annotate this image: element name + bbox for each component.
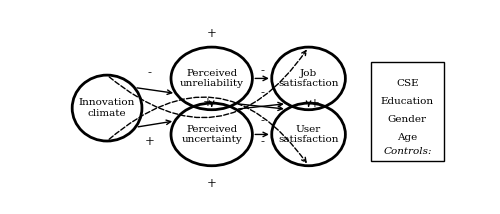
Text: Perceived
uncertainty: Perceived uncertainty (182, 125, 242, 144)
Text: Gender: Gender (388, 115, 427, 124)
FancyArrowPatch shape (238, 102, 282, 109)
Text: Education: Education (381, 97, 434, 106)
Text: Perceived
unreliability: Perceived unreliability (180, 69, 244, 88)
FancyArrowPatch shape (238, 104, 282, 110)
Text: Innovation
climate: Innovation climate (79, 98, 135, 118)
Text: -: - (148, 66, 152, 79)
FancyArrowPatch shape (109, 97, 306, 162)
Text: -: - (260, 114, 264, 127)
FancyArrowPatch shape (210, 101, 214, 106)
Text: -: - (260, 135, 264, 148)
Text: +: + (310, 97, 320, 110)
FancyArrowPatch shape (306, 101, 311, 106)
FancyArrowPatch shape (138, 120, 170, 127)
Text: -: - (260, 86, 264, 99)
Text: CSE: CSE (396, 79, 418, 88)
Text: Job
satisfaction: Job satisfaction (278, 69, 339, 88)
Text: +: + (203, 96, 213, 109)
Text: +: + (145, 135, 154, 148)
Text: +: + (207, 177, 216, 190)
FancyArrowPatch shape (137, 88, 172, 94)
Text: Controls:: Controls: (383, 147, 432, 156)
Text: User
satisfaction: User satisfaction (278, 125, 339, 144)
Text: -: - (260, 64, 264, 77)
FancyArrowPatch shape (255, 76, 268, 81)
FancyArrowPatch shape (255, 132, 268, 137)
Text: Age: Age (397, 133, 417, 142)
FancyArrowPatch shape (109, 51, 306, 118)
Text: +: + (207, 27, 216, 40)
